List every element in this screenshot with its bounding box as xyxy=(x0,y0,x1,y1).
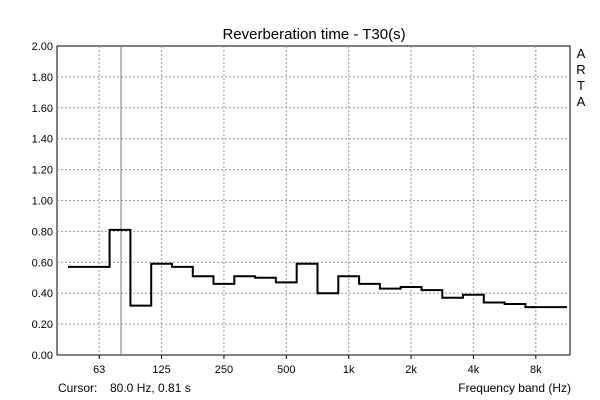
grid-lines xyxy=(57,46,570,355)
y-tick-label: 0.60 xyxy=(32,257,53,269)
watermark-letter: A xyxy=(577,46,586,61)
t30-series-line xyxy=(68,228,567,309)
x-tick-label: 8k xyxy=(530,364,542,376)
y-axis: 0.00 0.20 0.40 0.60 0.80 1.00 1.20 1.40 1.60 1.80… xyxy=(32,41,53,362)
x-tick-label: 2k xyxy=(405,364,417,376)
x-tick-label: 250 xyxy=(215,364,233,376)
y-tick-label: 0.00 xyxy=(32,350,53,362)
cursor-readout: 80.0 Hz, 0.81 s xyxy=(110,381,191,395)
y-tick-label: 1.00 xyxy=(32,196,53,208)
x-tick-label: 63 xyxy=(93,364,105,376)
cursor-label: Cursor: xyxy=(58,381,97,395)
watermark-letter: R xyxy=(576,62,585,77)
x-tick-label: 1k xyxy=(343,364,355,376)
y-tick-label: 0.20 xyxy=(32,319,53,331)
y-tick-label: 0.40 xyxy=(32,288,53,300)
chart-title: Reverberation time - T30(s) xyxy=(222,26,405,43)
x-axis-label: Frequency band (Hz) xyxy=(458,381,571,395)
x-tick-label: 4k xyxy=(468,364,480,376)
watermark-letter: A xyxy=(577,94,586,109)
y-tick-label: 1.80 xyxy=(32,72,53,84)
y-tick-label: 1.60 xyxy=(32,103,53,115)
y-tick-label: 0.80 xyxy=(32,226,53,238)
y-tick-label: 1.40 xyxy=(32,134,53,146)
x-axis: 63 125 250 500 1k 2k 4k 8k xyxy=(93,355,542,376)
y-tick-label: 1.20 xyxy=(32,165,53,177)
watermark-letter: T xyxy=(577,78,585,93)
x-tick-label: 125 xyxy=(152,364,170,376)
x-tick-label: 500 xyxy=(277,364,295,376)
y-tick-label: 2.00 xyxy=(32,41,53,53)
